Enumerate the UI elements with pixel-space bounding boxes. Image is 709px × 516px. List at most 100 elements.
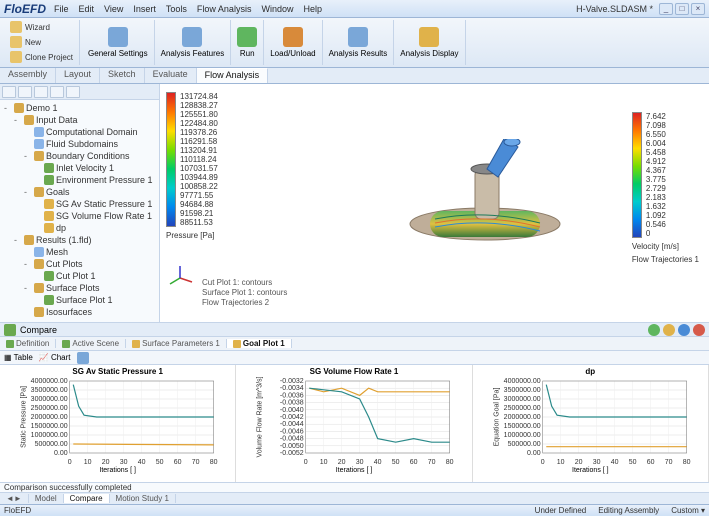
- svg-text:1500000.00: 1500000.00: [31, 423, 68, 430]
- tree-node[interactable]: SG Av Static Pressure 1: [4, 198, 157, 210]
- tree-node[interactable]: -Results (1.fld): [4, 234, 157, 246]
- svg-text:50: 50: [628, 459, 636, 466]
- analysis-features-button[interactable]: Analysis Features: [155, 20, 232, 65]
- tree-tool-icon[interactable]: [34, 86, 48, 98]
- minimize-button[interactable]: _: [659, 3, 673, 15]
- svg-text:60: 60: [410, 459, 418, 466]
- title-bar: FloEFD FileEditViewInsertToolsFlow Analy…: [0, 0, 709, 18]
- svg-text:4000000.00: 4000000.00: [503, 378, 540, 385]
- legend-value: 4.912: [646, 157, 666, 166]
- svg-text:Equation Goal [Pa]: Equation Goal [Pa]: [493, 388, 500, 447]
- tab-sketch[interactable]: Sketch: [100, 68, 145, 83]
- legend-value: 107031.57: [180, 164, 218, 173]
- model-render: [390, 139, 580, 249]
- tree-node[interactable]: Isosurfaces: [4, 306, 157, 318]
- svg-text:1500000.00: 1500000.00: [503, 423, 540, 430]
- compare-close-icon[interactable]: [693, 324, 705, 336]
- tree-node[interactable]: Inlet Velocity 1: [4, 162, 157, 174]
- velocity-legend-footer: Flow Trajectories 1: [632, 255, 699, 264]
- svg-text:20: 20: [102, 459, 110, 466]
- analysis-results-button[interactable]: Analysis Results: [323, 20, 395, 65]
- results-tab-definition[interactable]: Definition: [0, 339, 56, 348]
- doc-tab-nav[interactable]: ◄►: [0, 494, 29, 503]
- tree-node[interactable]: -Cut Plots: [4, 258, 157, 270]
- menu-view[interactable]: View: [104, 4, 123, 14]
- doc-tab-model[interactable]: Model: [29, 494, 64, 503]
- tree-node[interactable]: -Surface Plots: [4, 282, 157, 294]
- tree-tool-icon[interactable]: [66, 86, 80, 98]
- svg-text:-0.0044: -0.0044: [280, 421, 304, 428]
- menu-tools[interactable]: Tools: [166, 4, 187, 14]
- general-settings-button[interactable]: General Settings: [82, 20, 155, 65]
- results-tab-surface-parameters-1[interactable]: Surface Parameters 1: [126, 339, 227, 348]
- goal-chart: SG Volume Flow Rate 1-0.0032-0.0034-0.00…: [236, 365, 472, 482]
- window-controls: _ □ ×: [659, 3, 705, 15]
- tree-node[interactable]: Mesh: [4, 246, 157, 258]
- tab-evaluate[interactable]: Evaluate: [145, 68, 197, 83]
- menu-window[interactable]: Window: [261, 4, 293, 14]
- chart-tool-icon[interactable]: [77, 352, 89, 364]
- maximize-button[interactable]: □: [675, 3, 689, 15]
- tree-node[interactable]: dp: [4, 222, 157, 234]
- tab-flow-analysis[interactable]: Flow Analysis: [197, 68, 269, 83]
- tree-node[interactable]: Computational Domain: [4, 126, 157, 138]
- statusbar-custom[interactable]: Custom ▾: [671, 506, 705, 515]
- feature-tree[interactable]: -Demo 1-Input DataComputational DomainFl…: [0, 100, 159, 320]
- new-button[interactable]: New: [8, 35, 75, 49]
- doc-tab-motion-study-1[interactable]: Motion Study 1: [110, 494, 176, 503]
- legend-value: 2.729: [646, 184, 666, 193]
- legend-value: 131724.84: [180, 92, 218, 101]
- svg-text:Static Pressure [Pa]: Static Pressure [Pa]: [21, 386, 28, 448]
- tree-tool-icon[interactable]: [18, 86, 32, 98]
- tab-assembly[interactable]: Assembly: [0, 68, 56, 83]
- analysis-display-button[interactable]: Analysis Display: [394, 20, 465, 65]
- tree-tool-icon[interactable]: [2, 86, 16, 98]
- tree-node[interactable]: Fluid Subdomains: [4, 138, 157, 150]
- tree-node[interactable]: Environment Pressure 1: [4, 174, 157, 186]
- menu-edit[interactable]: Edit: [79, 4, 95, 14]
- results-tab-goal-plot-1[interactable]: Goal Plot 1: [227, 339, 292, 348]
- statusbar-under-defined: Under Defined: [535, 506, 587, 515]
- menu-insert[interactable]: Insert: [133, 4, 156, 14]
- tab-layout[interactable]: Layout: [56, 68, 100, 83]
- chart-toggle[interactable]: 📈 Chart: [39, 353, 71, 362]
- menu-flow-analysis[interactable]: Flow Analysis: [197, 4, 252, 14]
- document-title: H-Valve.SLDASM *: [576, 4, 653, 14]
- tree-node[interactable]: -Goals: [4, 186, 157, 198]
- compare-icon[interactable]: [4, 324, 16, 336]
- legend-value: 110118.24: [180, 155, 218, 164]
- tree-node[interactable]: Surface Plot 1: [4, 294, 157, 306]
- compare-action-icon[interactable]: [678, 324, 690, 336]
- chart-xlabel: Iterations [ ]: [240, 467, 467, 474]
- svg-text:3000000.00: 3000000.00: [31, 396, 68, 403]
- menu-file[interactable]: File: [54, 4, 69, 14]
- legend-value: 1.092: [646, 211, 666, 220]
- legend-value: 103944.89: [180, 173, 218, 182]
- graphics-viewport[interactable]: 131724.84128838.27125551.80122484.801193…: [160, 84, 709, 322]
- wizard-button[interactable]: Wizard: [8, 20, 75, 34]
- svg-text:500000.00: 500000.00: [35, 441, 68, 448]
- close-button[interactable]: ×: [691, 3, 705, 15]
- svg-text:60: 60: [646, 459, 654, 466]
- results-tab-active-scene[interactable]: Active Scene: [56, 339, 126, 348]
- tree-node[interactable]: -Demo 1: [4, 102, 157, 114]
- table-toggle[interactable]: ▦ Table: [4, 353, 33, 362]
- legend-value: 128838.27: [180, 101, 218, 110]
- svg-text:0.00: 0.00: [54, 450, 68, 457]
- svg-text:60: 60: [174, 459, 182, 466]
- tree-tool-icon[interactable]: [50, 86, 64, 98]
- menu-help[interactable]: Help: [303, 4, 322, 14]
- run-button[interactable]: Run: [231, 20, 264, 65]
- svg-text:-0.0038: -0.0038: [280, 400, 304, 407]
- tree-node[interactable]: -Boundary Conditions: [4, 150, 157, 162]
- status-bar: FloEFD Under Defined Editing Assembly Cu…: [0, 504, 709, 516]
- tree-node[interactable]: Cut Plot 1: [4, 270, 157, 282]
- doc-tab-compare[interactable]: Compare: [64, 494, 110, 503]
- compare-action-icon[interactable]: [648, 324, 660, 336]
- clone-project-button[interactable]: Clone Project: [8, 50, 75, 64]
- svg-text:10: 10: [556, 459, 564, 466]
- compare-action-icon[interactable]: [663, 324, 675, 336]
- tree-node[interactable]: -Input Data: [4, 114, 157, 126]
- tree-node[interactable]: SG Volume Flow Rate 1: [4, 210, 157, 222]
- load-unload-button[interactable]: Load/Unload: [264, 20, 322, 65]
